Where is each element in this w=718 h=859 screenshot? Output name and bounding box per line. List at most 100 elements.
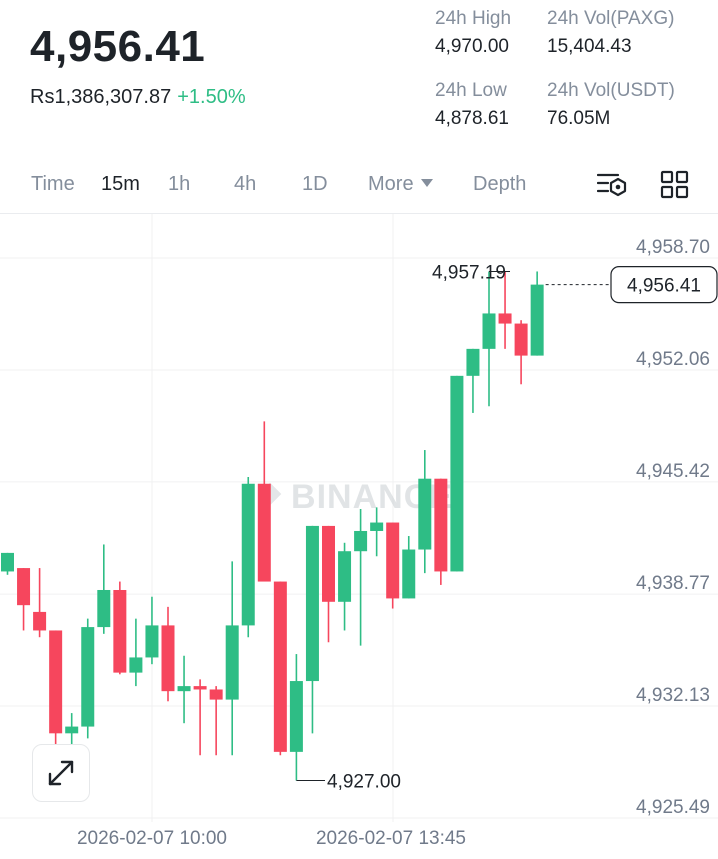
x-axis: 2026-02-07 10:00 2026-02-07 13:45 — [77, 828, 466, 849]
y-tick-label: 4,932.13 — [636, 685, 710, 706]
candle-up — [530, 271, 544, 356]
candle-up — [241, 477, 255, 638]
candle-up — [482, 271, 496, 407]
fullscreen-button[interactable] — [32, 744, 90, 802]
candle-down — [498, 271, 512, 349]
last-price: 4,956.41 — [30, 22, 206, 71]
y-tick-label: 4,952.06 — [636, 349, 710, 370]
candle-up — [418, 450, 432, 574]
interval-tabs: Time 15m 1h 4h 1D More Depth — [0, 160, 718, 210]
candle-body — [289, 681, 303, 752]
candles — [1, 271, 544, 781]
candle-body — [17, 568, 31, 606]
y-tick-label: 4,958.70 — [636, 237, 710, 258]
candle-body — [129, 657, 143, 673]
tab-15m[interactable]: 15m — [101, 173, 140, 195]
tab-1h[interactable]: 1h — [168, 173, 191, 195]
candle-up — [338, 542, 352, 631]
candle-down — [322, 525, 335, 643]
candle-body — [386, 522, 400, 599]
candle-down — [193, 679, 207, 756]
candle-body — [322, 525, 335, 602]
grid-layout-icon[interactable] — [660, 170, 690, 200]
low-24h-value: 4,878.61 — [435, 108, 509, 129]
vol-quote-24h-value: 76.05M — [547, 108, 611, 129]
candle-down — [17, 568, 31, 631]
chart-settings-icon[interactable] — [596, 170, 627, 200]
candle-down — [257, 421, 271, 582]
tab-4h[interactable]: 4h — [234, 173, 257, 195]
candle-body — [145, 625, 159, 658]
x-tick-label: 2026-02-07 13:45 — [316, 828, 466, 849]
candle-body — [434, 478, 448, 572]
candle-up — [97, 544, 111, 634]
candle-down — [209, 686, 223, 756]
price-sub-line: Rs1,386,307.87 +1.50% — [30, 86, 246, 109]
candle-body — [482, 313, 496, 349]
candle-body — [466, 348, 480, 376]
tab-depth[interactable]: Depth — [473, 173, 527, 195]
candle-up — [402, 536, 416, 599]
candle-body — [354, 530, 368, 552]
chart-grid — [0, 214, 718, 822]
candle-down — [273, 581, 287, 756]
current-price-tag — [610, 266, 718, 304]
candle-body — [177, 686, 191, 692]
expand-icon — [48, 760, 74, 786]
candle-body — [33, 611, 47, 631]
high-24h-value: 4,970.00 — [435, 36, 509, 57]
candle-body — [370, 522, 384, 531]
candle-up — [466, 348, 480, 413]
candle-body — [530, 284, 544, 356]
price-change-percent: +1.50% — [177, 86, 246, 108]
candle-up — [225, 561, 239, 756]
candle-down — [49, 630, 63, 746]
y-tick-label: 4,938.77 — [636, 573, 710, 594]
tab-1d[interactable]: 1D — [302, 173, 328, 195]
candle-up — [450, 375, 464, 572]
vol-base-24h-label: 24h Vol(PAXG) — [547, 8, 675, 29]
candle-body — [338, 551, 352, 602]
candle-up — [354, 509, 368, 646]
candle-body — [193, 686, 207, 690]
candle-up — [289, 654, 303, 781]
low-24h-label: 24h Low — [435, 80, 507, 101]
high-24h-label: 24h High — [435, 8, 512, 29]
vol-base-24h-value: 15,404.43 — [547, 36, 632, 57]
vol-quote-24h-label: 24h Vol(USDT) — [547, 80, 675, 101]
tab-more-label: More — [368, 173, 414, 195]
candle-body — [273, 581, 287, 752]
x-tick-label: 2026-02-07 10:00 — [77, 828, 227, 849]
candle-up — [370, 507, 384, 557]
candle-body — [97, 589, 111, 628]
candle-body — [49, 630, 63, 734]
y-axis: 4,958.70 4,952.06 4,945.42 4,938.77 4,932.13… — [636, 237, 710, 818]
candle-body — [225, 625, 239, 700]
candle-up — [145, 596, 159, 665]
candle-down — [161, 606, 175, 702]
y-tick-label: 4,925.49 — [636, 797, 710, 818]
chart-annotations: 4,957.19 4,927.00 4,956.41 — [296, 262, 718, 793]
candle-up — [1, 552, 14, 575]
min-price-label: 4,927.00 — [327, 772, 401, 793]
candle-body — [241, 483, 255, 626]
candle-body — [418, 478, 432, 550]
candle-body — [305, 525, 319, 682]
candle-body — [209, 689, 223, 700]
candle-body — [81, 627, 95, 727]
candlestick-chart[interactable]: BINANCE 4,958.704,952.064,945.424,938.77… — [0, 214, 718, 859]
candle-down — [514, 320, 528, 385]
candle-body — [1, 552, 14, 572]
fiat-price: Rs1,386,307.87 — [30, 86, 172, 108]
candle-up — [177, 655, 191, 724]
candle-up — [129, 618, 143, 687]
candle-body — [402, 549, 416, 599]
candle-body — [450, 375, 464, 572]
current-price-label: 4,956.41 — [627, 276, 701, 297]
candle-body — [514, 323, 528, 356]
tab-time[interactable]: Time — [31, 173, 75, 195]
candle-down — [386, 522, 400, 609]
candle-up — [81, 618, 95, 739]
candle-body — [498, 313, 512, 324]
tab-more[interactable]: More — [368, 173, 433, 196]
